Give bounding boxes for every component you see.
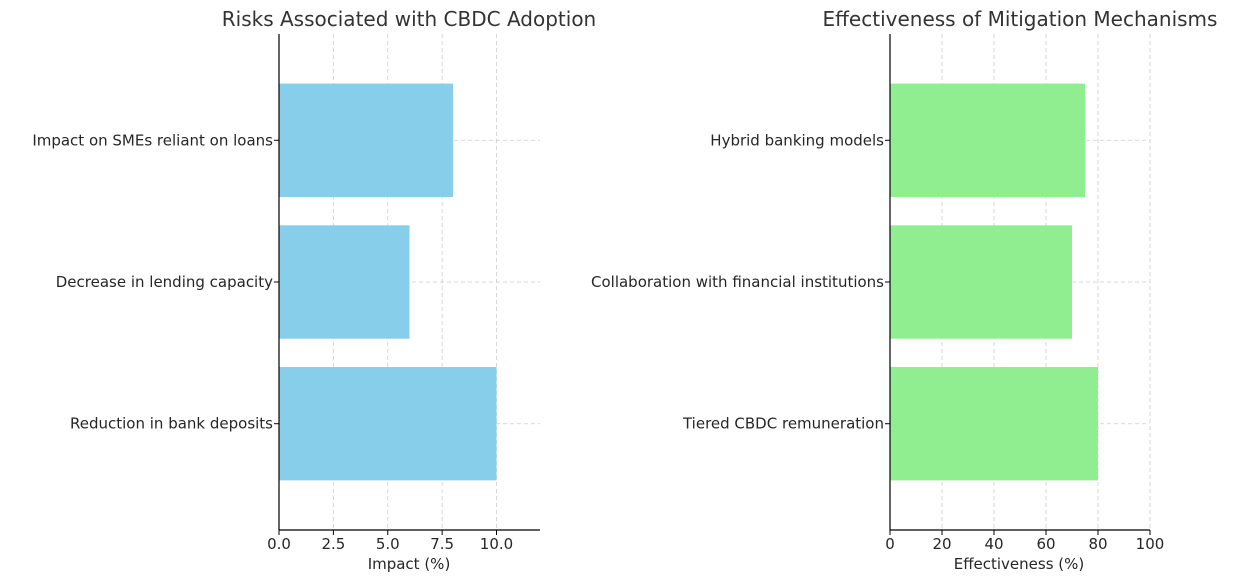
bar	[890, 83, 1085, 197]
bar	[890, 367, 1098, 481]
bar	[279, 367, 497, 481]
chart-title: Risks Associated with CBDC Adoption	[222, 7, 596, 31]
x-tick-label: 0	[885, 535, 895, 553]
bar	[890, 225, 1072, 339]
y-tick-label: Collaboration with financial institution…	[591, 273, 884, 291]
x-tick-label: 5.0	[376, 535, 400, 553]
x-tick-label: 40	[984, 535, 1003, 553]
y-tick-label: Impact on SMEs reliant on loans	[32, 131, 273, 149]
x-tick-label: 0.0	[267, 535, 291, 553]
x-axis-label: Effectiveness (%)	[954, 555, 1085, 573]
y-tick-label: Hybrid banking models	[710, 131, 884, 149]
x-tick-label: 7.5	[430, 535, 454, 553]
x-tick-label: 80	[1088, 535, 1107, 553]
x-tick-label: 20	[932, 535, 951, 553]
risks-chart: Risks Associated with CBDC Adoption Redu…	[32, 7, 596, 573]
x-tick-label: 10.0	[480, 535, 513, 553]
x-tick-label: 2.5	[321, 535, 345, 553]
bar	[279, 225, 410, 339]
chart-title: Effectiveness of Mitigation Mechanisms	[823, 7, 1218, 31]
y-tick-label: Decrease in lending capacity	[56, 273, 273, 291]
bar	[279, 83, 453, 197]
mitigation-chart: Effectiveness of Mitigation Mechanisms T…	[591, 7, 1217, 573]
y-tick-label: Reduction in bank deposits	[70, 415, 273, 433]
y-tick-label: Tiered CBDC remuneration	[682, 415, 884, 433]
x-axis-label: Impact (%)	[368, 555, 451, 573]
x-tick-label: 60	[1036, 535, 1055, 553]
x-tick-label: 100	[1136, 535, 1165, 553]
